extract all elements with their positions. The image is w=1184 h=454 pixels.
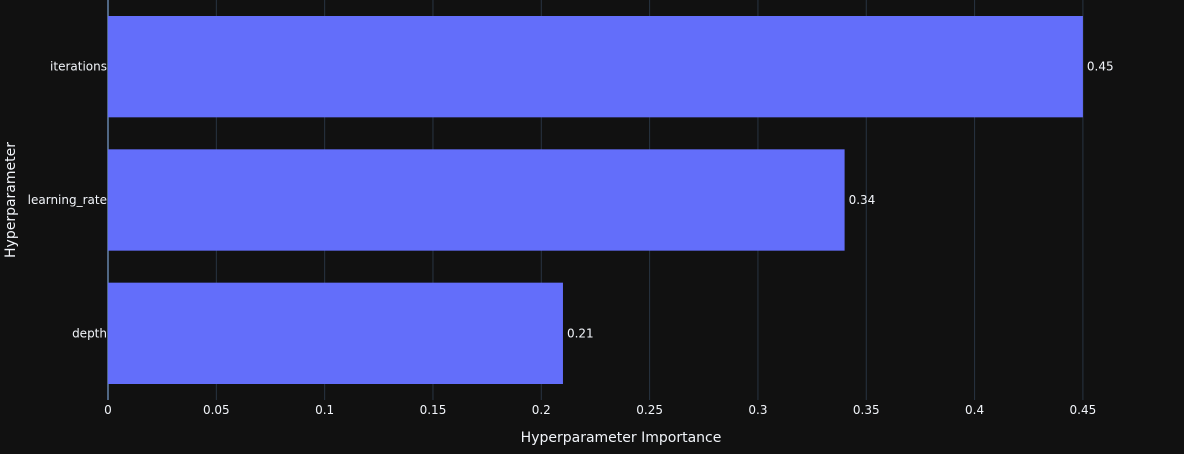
y-tick-label: depth [72, 326, 107, 340]
x-tick-label: 0.3 [748, 403, 767, 417]
y-tick-label: learning_rate [28, 193, 107, 207]
x-tick-label: 0.1 [315, 403, 334, 417]
x-tick-label: 0.35 [853, 403, 880, 417]
bar [108, 16, 1083, 118]
bars [108, 16, 1083, 384]
bar-value-label: 0.34 [849, 193, 876, 207]
x-tick-labels: 0 0.05 0.1 0.15 0.2 0.25 0.3 0.35 0.4 0.45 [104, 403, 1096, 417]
x-axis-title: Hyperparameter Importance [521, 430, 722, 446]
y-axis-title: Hyperparameter [3, 142, 19, 258]
x-tick-label: 0.45 [1070, 403, 1097, 417]
x-tick-label: 0.05 [203, 403, 230, 417]
bar [108, 282, 563, 384]
bar-value-label: 0.21 [567, 326, 594, 340]
x-tick-label: 0.2 [532, 403, 551, 417]
x-tick-label: 0 [104, 403, 112, 417]
x-tick-label: 0.25 [636, 403, 663, 417]
x-tick-label: 0.15 [420, 403, 447, 417]
value-labels: 0.45 0.34 0.21 [567, 60, 1114, 341]
bar [108, 149, 845, 251]
y-tick-label: iterations [50, 60, 107, 74]
bar-value-label: 0.45 [1087, 60, 1114, 74]
x-tick-label: 0.4 [965, 403, 984, 417]
